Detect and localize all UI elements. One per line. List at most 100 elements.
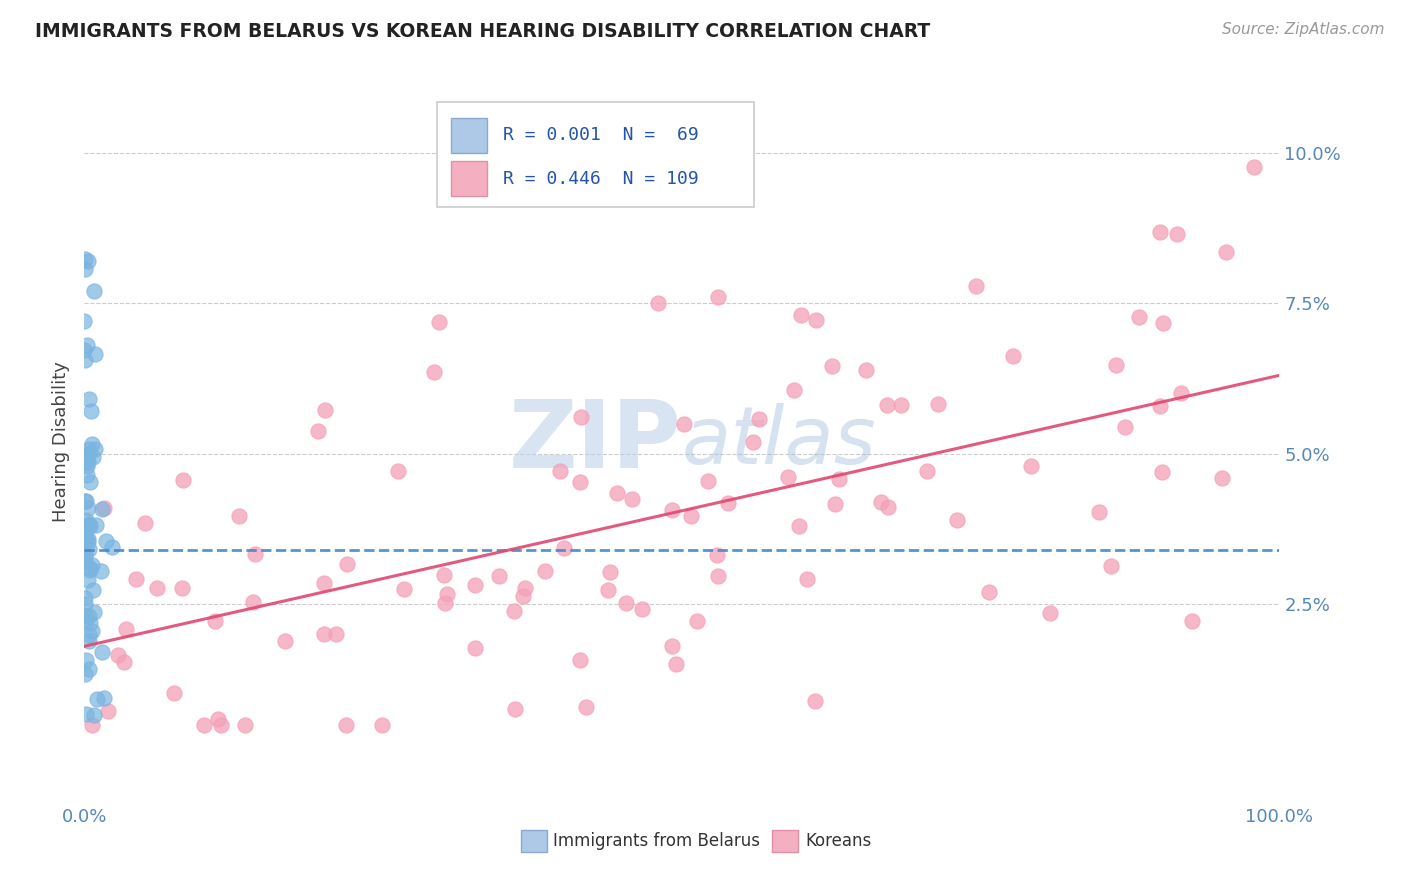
Point [977,584,1000,599]
Point [631,602,654,616]
FancyBboxPatch shape [437,102,754,207]
Point [84,517,107,532]
Text: Koreans: Koreans [806,832,872,850]
Point [534,564,557,578]
Point [1211,471,1233,485]
Point [706,548,728,562]
Point [335,717,357,731]
Point [661,639,683,653]
Point [436,587,458,601]
Point [876,398,898,412]
Point [869,495,891,509]
Point [1170,386,1192,401]
Point [274,634,297,648]
Point [575,700,598,714]
Point [803,694,825,708]
Point [1019,458,1042,473]
Point [80,437,103,451]
Point [1128,310,1150,324]
Point [83,707,105,722]
Point [73,314,96,328]
Point [76,458,98,473]
Point [76,534,98,549]
Point [717,496,740,510]
Bar [451,161,486,196]
Point [76,450,98,464]
Point [75,252,97,267]
Point [77,517,100,532]
Point [76,338,98,352]
Point [76,447,98,461]
Point [75,614,97,628]
Point [370,717,392,731]
Point [1180,614,1202,628]
Point [596,582,619,597]
Y-axis label: Hearing Disability: Hearing Disability [52,361,70,522]
Point [392,582,415,596]
Point [1099,558,1122,573]
Point [877,500,900,515]
Point [76,532,98,546]
Point [82,717,104,731]
Point [75,513,97,527]
Point [787,519,810,533]
Point [599,565,621,579]
Point [170,582,193,596]
Point [307,424,329,438]
Point [86,692,108,706]
Point [569,653,592,667]
Text: Source: ZipAtlas.com: Source: ZipAtlas.com [1222,22,1385,37]
Point [100,540,122,554]
Point [77,609,100,624]
Point [79,475,101,489]
Point [312,627,335,641]
Point [76,521,98,535]
Point [77,574,100,588]
Point [79,392,101,406]
Point [945,513,967,527]
Point [828,472,851,486]
Point [915,464,938,478]
Point [599,187,621,202]
Point [387,464,409,478]
Point [488,569,510,583]
Point [661,503,683,517]
Point [163,686,186,700]
Point [77,501,100,516]
Point [1152,316,1174,330]
Text: R = 0.446  N = 109: R = 0.446 N = 109 [503,169,699,187]
Point [125,572,148,586]
Point [83,605,105,619]
Point [75,533,97,548]
Point [1114,420,1136,434]
Point [796,572,818,586]
Point [75,707,97,722]
Point [93,500,115,515]
Point [665,657,688,672]
Point [1001,349,1024,363]
Point [569,410,592,425]
Point [79,615,101,630]
Point [233,717,256,731]
Point [464,640,486,655]
Point [79,442,101,456]
Point [548,464,571,478]
Point [228,508,250,523]
Point [855,363,877,377]
Point [73,494,96,508]
Point [503,702,526,716]
Point [75,653,97,667]
Point [75,493,97,508]
Point [82,558,104,572]
Point [681,508,703,523]
Point [79,563,101,577]
Point [79,519,101,533]
Point [696,474,718,488]
Point [77,628,100,642]
Point [193,717,215,731]
Point [79,561,101,575]
Point [73,591,96,606]
Point [434,597,457,611]
Point [75,548,97,562]
Point [75,549,97,564]
